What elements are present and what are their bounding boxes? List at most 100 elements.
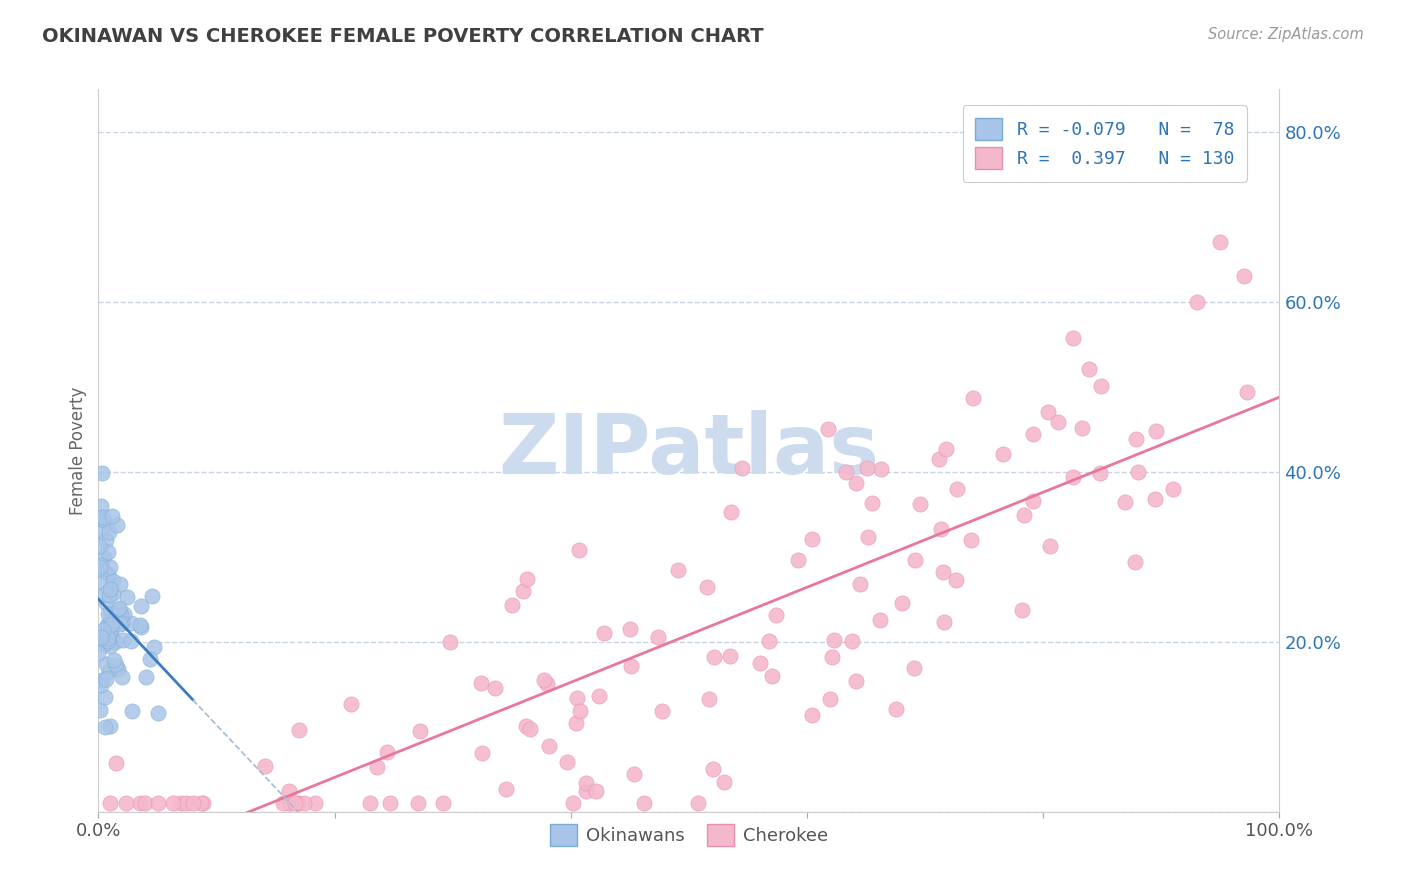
- Legend: Okinawans, Cherokee: Okinawans, Cherokee: [543, 817, 835, 854]
- Point: [1123, 555, 1146, 569]
- Point: [111, 670, 134, 684]
- Point: [651, 704, 673, 718]
- Point: [575, 776, 598, 790]
- Point: [96, 618, 118, 632]
- Point: [135, 670, 157, 684]
- Point: [574, 784, 596, 798]
- Point: [121, 704, 143, 718]
- Point: [1144, 424, 1167, 438]
- Point: [1236, 385, 1258, 400]
- Point: [100, 617, 122, 632]
- Point: [903, 661, 925, 675]
- Point: [359, 796, 381, 810]
- Point: [339, 697, 361, 711]
- Point: [932, 615, 955, 630]
- Point: [107, 602, 129, 616]
- Point: [89, 559, 111, 574]
- Point: [96, 657, 118, 672]
- Point: [97, 566, 120, 581]
- Point: [100, 624, 122, 639]
- Point: [908, 497, 931, 511]
- Point: [516, 573, 538, 587]
- Point: [90, 630, 112, 644]
- Point: [870, 462, 893, 476]
- Point: [292, 796, 315, 810]
- Point: [98, 796, 121, 810]
- Point: [287, 723, 309, 737]
- Point: [94, 587, 117, 601]
- Point: [91, 466, 114, 480]
- Point: [271, 796, 294, 810]
- Point: [139, 651, 162, 665]
- Point: [97, 634, 120, 648]
- Point: [129, 599, 152, 613]
- Point: [105, 657, 128, 672]
- Point: [960, 533, 983, 548]
- Point: [585, 784, 607, 798]
- Point: [495, 782, 517, 797]
- Point: [93, 565, 115, 579]
- Point: [284, 796, 307, 810]
- Point: [1233, 269, 1256, 284]
- Point: [623, 766, 645, 780]
- Point: [117, 590, 139, 604]
- Point: [512, 584, 534, 599]
- Point: [569, 705, 592, 719]
- Point: [929, 522, 952, 536]
- Point: [108, 577, 131, 591]
- Text: Source: ZipAtlas.com: Source: ZipAtlas.com: [1208, 27, 1364, 42]
- Point: [162, 796, 184, 810]
- Point: [1046, 415, 1069, 429]
- Point: [884, 702, 907, 716]
- Point: [96, 633, 118, 648]
- Point: [100, 559, 122, 574]
- Point: [366, 760, 388, 774]
- Text: ZIPatlas: ZIPatlas: [499, 410, 879, 491]
- Point: [406, 796, 429, 810]
- Point: [1039, 539, 1062, 553]
- Point: [107, 601, 129, 615]
- Point: [170, 796, 193, 810]
- Point: [786, 553, 808, 567]
- Point: [105, 518, 128, 533]
- Point: [945, 574, 967, 588]
- Point: [1114, 494, 1136, 508]
- Point: [87, 631, 110, 645]
- Point: [633, 796, 655, 810]
- Point: [304, 796, 326, 810]
- Point: [758, 633, 780, 648]
- Point: [856, 530, 879, 544]
- Point: [112, 607, 135, 621]
- Point: [129, 796, 152, 810]
- Point: [1088, 466, 1111, 480]
- Point: [98, 614, 121, 628]
- Point: [592, 625, 614, 640]
- Point: [666, 563, 689, 577]
- Point: [1185, 294, 1208, 309]
- Point: [845, 476, 868, 491]
- Point: [564, 716, 586, 731]
- Point: [1036, 405, 1059, 419]
- Point: [536, 677, 558, 691]
- Point: [100, 614, 122, 628]
- Point: [98, 524, 121, 539]
- Point: [1077, 362, 1099, 376]
- Text: OKINAWAN VS CHEROKEE FEMALE POVERTY CORRELATION CHART: OKINAWAN VS CHEROKEE FEMALE POVERTY CORR…: [42, 27, 763, 45]
- Point: [561, 796, 583, 810]
- Point: [141, 589, 163, 603]
- Point: [620, 659, 643, 673]
- Point: [567, 691, 589, 706]
- Point: [90, 558, 112, 573]
- Point: [190, 796, 212, 810]
- Y-axis label: Female Poverty: Female Poverty: [69, 386, 87, 515]
- Point: [1022, 426, 1045, 441]
- Point: [1022, 494, 1045, 508]
- Point: [945, 482, 967, 496]
- Point: [835, 465, 858, 479]
- Point: [103, 653, 125, 667]
- Point: [409, 723, 432, 738]
- Point: [1090, 379, 1112, 393]
- Point: [688, 796, 710, 810]
- Point: [1062, 331, 1084, 345]
- Point: [1126, 465, 1149, 479]
